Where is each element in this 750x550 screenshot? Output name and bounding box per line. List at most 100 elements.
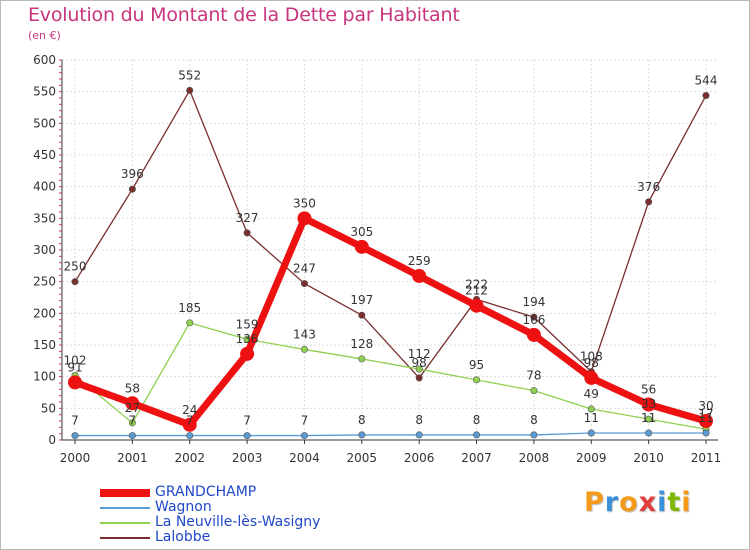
y-tick-label: 250 [33, 275, 56, 289]
data-point-la-neuville-l-s-wasigny [530, 387, 538, 395]
data-point-lalobbe [358, 311, 366, 319]
data-label-la-neuville-l-s-wasigny: 33 [641, 397, 656, 411]
data-label-lalobbe: 544 [695, 73, 718, 87]
data-point-wagnon [530, 431, 538, 439]
x-tick-label: 2009 [576, 451, 607, 465]
x-tick-label: 2002 [174, 451, 205, 465]
data-label-grandchamp: 350 [293, 196, 316, 210]
x-tick-label: 2010 [633, 451, 664, 465]
data-point-grandchamp [469, 298, 484, 313]
x-tick-label: 2001 [117, 451, 148, 465]
data-label-wagnon: 7 [71, 414, 79, 428]
data-point-grandchamp [641, 397, 656, 412]
legend-swatch-wagnon [100, 507, 150, 509]
data-label-lalobbe: 222 [465, 277, 488, 291]
y-tick-label: 150 [33, 338, 56, 352]
x-tick-label: 2006 [404, 451, 435, 465]
data-point-grandchamp [412, 268, 427, 283]
data-point-la-neuville-l-s-wasigny [128, 419, 136, 427]
data-label-grandchamp: 305 [350, 225, 373, 239]
legend-label-wagnon: Wagnon [155, 499, 212, 515]
data-point-grandchamp [699, 414, 713, 428]
y-tick-label: 450 [33, 148, 56, 162]
data-label-la-neuville-l-s-wasigny: 27 [125, 401, 140, 415]
x-tick-label: 2007 [461, 451, 492, 465]
data-point-la-neuville-l-s-wasigny [358, 355, 366, 363]
y-tick-label: 350 [33, 211, 56, 225]
data-label-lalobbe: 108 [580, 350, 603, 364]
data-point-lalobbe [243, 229, 251, 237]
data-point-lalobbe [128, 185, 136, 193]
data-label-la-neuville-l-s-wasigny: 102 [64, 353, 87, 367]
legend-label-grandchamp: GRANDCHAMP [155, 484, 257, 500]
data-label-la-neuville-l-s-wasigny: 95 [469, 358, 484, 372]
data-label-wagnon: 8 [473, 413, 481, 427]
data-label-grandchamp: 259 [408, 254, 431, 268]
data-point-wagnon [71, 432, 79, 440]
data-point-wagnon [473, 431, 481, 439]
data-point-lalobbe [300, 280, 308, 288]
legend-label-lalobbe: Lalobbe [155, 529, 211, 545]
data-point-wagnon [415, 431, 423, 439]
data-label-la-neuville-l-s-wasigny: 17 [698, 407, 713, 421]
data-point-la-neuville-l-s-wasigny [473, 376, 481, 384]
data-point-wagnon [243, 432, 251, 440]
data-label-lalobbe: 194 [522, 295, 545, 309]
data-label-lalobbe: 396 [121, 167, 144, 181]
x-tick-label: 2011 [691, 451, 722, 465]
data-point-grandchamp [125, 396, 140, 411]
data-label-la-neuville-l-s-wasigny: 143 [293, 327, 316, 341]
data-point-la-neuville-l-s-wasigny [645, 415, 653, 423]
y-tick-label: 100 [33, 370, 56, 384]
x-tick-label: 2000 [60, 451, 91, 465]
data-point-la-neuville-l-s-wasigny [415, 365, 423, 373]
legend-label-la-neuville: La Neuville-lès-Wasigny [155, 514, 321, 530]
data-label-grandchamp: 136 [236, 332, 259, 346]
data-label-grandchamp: 91 [67, 360, 82, 374]
data-label-la-neuville-l-s-wasigny: 78 [526, 369, 541, 383]
data-point-wagnon [358, 431, 366, 439]
data-point-wagnon [186, 432, 194, 440]
data-point-grandchamp [354, 239, 369, 254]
data-point-lalobbe [702, 91, 710, 99]
data-label-grandchamp: 30 [698, 399, 713, 413]
data-label-lalobbe: 250 [64, 260, 87, 274]
data-point-lalobbe [415, 374, 423, 382]
data-label-la-neuville-l-s-wasigny: 49 [584, 387, 599, 401]
y-tick-label: 500 [33, 116, 56, 130]
legend-swatch-grandchamp [100, 489, 150, 497]
data-label-wagnon: 7 [301, 414, 309, 428]
legend-swatch-la-neuville [100, 522, 150, 524]
data-label-lalobbe: 376 [637, 180, 660, 194]
data-point-grandchamp [584, 370, 599, 385]
data-point-la-neuville-l-s-wasigny [587, 405, 595, 413]
data-point-lalobbe [645, 198, 653, 206]
data-label-la-neuville-l-s-wasigny: 159 [236, 317, 259, 331]
y-tick-label: 300 [33, 243, 56, 257]
x-tick-label: 2005 [347, 451, 378, 465]
data-label-lalobbe: 197 [350, 293, 373, 307]
data-label-wagnon: 11 [584, 411, 599, 425]
data-point-wagnon [300, 432, 308, 440]
x-tick-label: 2004 [289, 451, 320, 465]
legend-swatch-lalobbe [100, 537, 150, 539]
data-point-grandchamp [240, 346, 255, 361]
data-label-la-neuville-l-s-wasigny: 128 [350, 337, 373, 351]
data-label-la-neuville-l-s-wasigny: 185 [178, 301, 201, 315]
data-point-lalobbe [530, 313, 538, 321]
data-label-grandchamp: 98 [584, 356, 599, 370]
data-point-wagnon [128, 432, 136, 440]
data-label-grandchamp: 166 [522, 313, 545, 327]
y-tick-label: 0 [48, 433, 56, 447]
y-tick-label: 50 [41, 401, 56, 415]
data-label-lalobbe: 247 [293, 262, 316, 276]
data-point-la-neuville-l-s-wasigny [186, 319, 194, 327]
data-point-wagnon [587, 429, 595, 437]
y-tick-label: 600 [33, 53, 56, 67]
chart-title: Evolution du Montant de la Dette par Hab… [28, 4, 460, 26]
proxiti-logo: Proxiti [584, 487, 692, 518]
chart-unit: (en €) [28, 29, 61, 42]
data-label-la-neuville-l-s-wasigny: 112 [408, 347, 431, 361]
data-label-wagnon: 11 [698, 411, 713, 425]
